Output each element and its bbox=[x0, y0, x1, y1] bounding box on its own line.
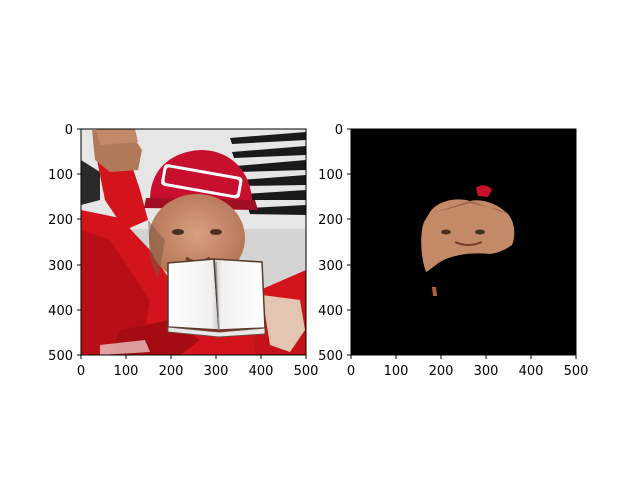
x-tick-label: 0 bbox=[347, 364, 355, 379]
right-mask-panel: 0 100 200 300 400 500 0 100 200 300 400 … bbox=[318, 123, 588, 379]
y-tick-label: 200 bbox=[48, 213, 73, 228]
y-tick-label: 200 bbox=[318, 213, 343, 228]
x-tick-label: 0 bbox=[77, 364, 85, 379]
x-tick-label: 200 bbox=[429, 364, 454, 379]
x-tick-label: 100 bbox=[114, 364, 139, 379]
x-tick-label: 200 bbox=[159, 364, 184, 379]
y-tick-label: 500 bbox=[318, 349, 343, 364]
left-y-axis bbox=[77, 128, 81, 356]
left-x-axis bbox=[80, 355, 307, 359]
raised-hand bbox=[92, 129, 148, 230]
y-tick-label: 0 bbox=[335, 123, 343, 138]
y-tick-label: 400 bbox=[318, 304, 343, 319]
left-image-panel: 0 100 200 300 400 500 0 100 200 300 400 … bbox=[48, 123, 318, 379]
x-tick-label: 400 bbox=[249, 364, 274, 379]
y-tick-label: 0 bbox=[65, 123, 73, 138]
right-axes-frame bbox=[350, 128, 577, 356]
book-occluder bbox=[167, 258, 266, 338]
y-tick-label: 300 bbox=[48, 259, 73, 274]
left-x-tick-labels: 0 100 200 300 400 500 bbox=[77, 364, 319, 379]
y-tick-label: 400 bbox=[48, 304, 73, 319]
x-tick-label: 300 bbox=[474, 364, 499, 379]
x-tick-label: 400 bbox=[519, 364, 544, 379]
mask-image bbox=[351, 129, 576, 355]
x-tick-label: 500 bbox=[294, 364, 319, 379]
gloved-hand bbox=[262, 295, 305, 352]
y-tick-label: 500 bbox=[48, 349, 73, 364]
right-x-axis bbox=[350, 355, 577, 359]
face-photo bbox=[81, 129, 306, 355]
x-tick-label: 300 bbox=[204, 364, 229, 379]
x-tick-label: 500 bbox=[564, 364, 589, 379]
x-tick-label: 100 bbox=[384, 364, 409, 379]
y-tick-label: 100 bbox=[318, 168, 343, 183]
right-y-axis bbox=[347, 128, 351, 356]
left-axes-frame bbox=[80, 128, 307, 356]
face-segment bbox=[421, 185, 515, 296]
right-y-tick-labels: 0 100 200 300 400 500 bbox=[318, 123, 343, 364]
left-y-tick-labels: 0 100 200 300 400 500 bbox=[48, 123, 73, 364]
right-x-tick-labels: 0 100 200 300 400 500 bbox=[347, 364, 589, 379]
y-tick-label: 100 bbox=[48, 168, 73, 183]
y-tick-label: 300 bbox=[318, 259, 343, 274]
